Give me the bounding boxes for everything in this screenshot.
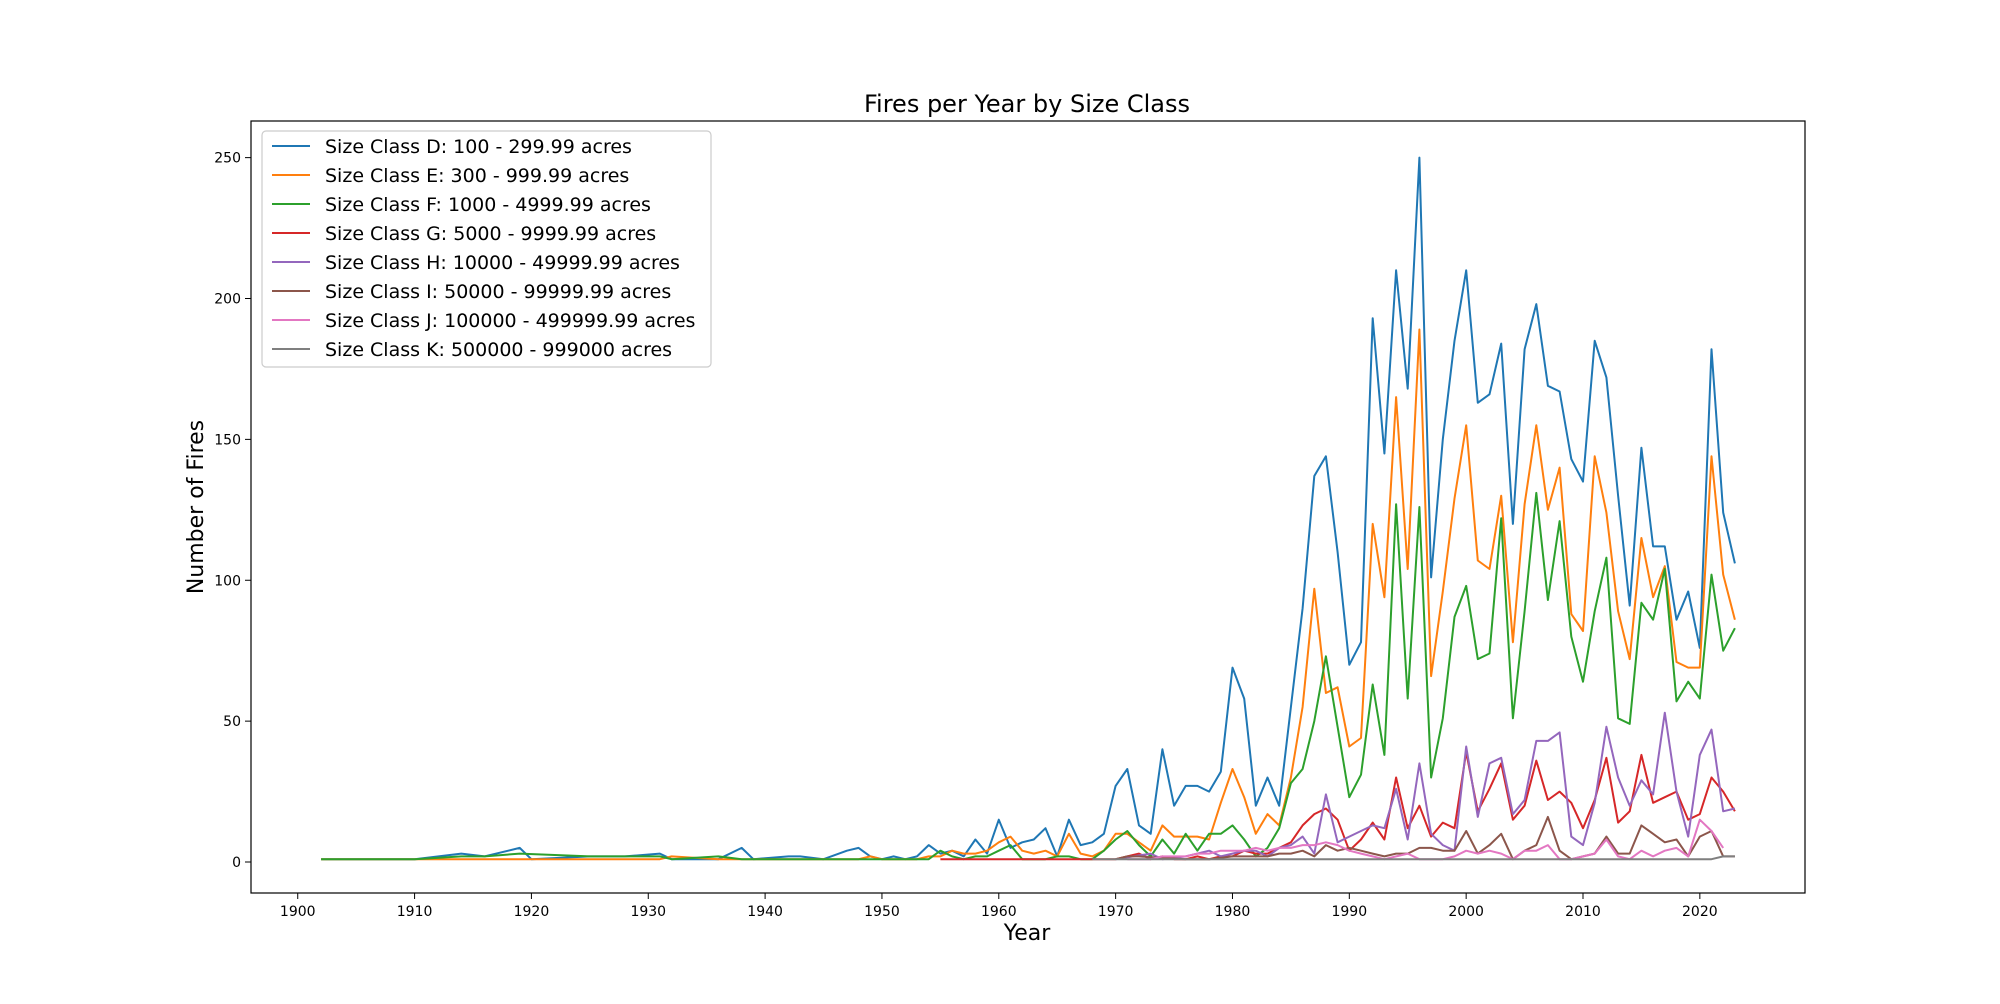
y-tick-label: 200 (214, 292, 241, 308)
chart-title: Fires per Year by Size Class (864, 90, 1190, 118)
x-tick-label: 2000 (1448, 904, 1484, 920)
series-line-size-class-j (1127, 818, 1725, 861)
x-tick-label: 1940 (747, 904, 783, 920)
legend-label: Size Class G: 5000 - 9999.99 acres (325, 223, 656, 245)
legend-label: Size Class D: 100 - 299.99 acres (325, 136, 632, 158)
legend-label: Size Class E: 300 - 999.99 acres (325, 165, 629, 187)
x-tick-label: 2020 (1682, 904, 1718, 920)
y-axis-title: Number of Fires (184, 420, 209, 594)
legend-label: Size Class I: 50000 - 99999.99 acres (325, 281, 671, 303)
series-line-size-class-f (321, 491, 1736, 861)
legend: Size Class D: 100 - 299.99 acres Size Cla… (261, 130, 712, 368)
y-tick-label: 250 (214, 151, 241, 167)
y-tick-label: 50 (223, 714, 241, 730)
series-line-size-class-h (1115, 711, 1736, 861)
x-tick-label: 1960 (981, 904, 1017, 920)
x-axis: 1900 1910 1920 1930 1940 1950 1960 1970 1980 1990… (280, 893, 1718, 920)
legend-label: Size Class H: 10000 - 49999.99 acres (325, 252, 680, 274)
x-tick-label: 1930 (630, 904, 666, 920)
series-lines (321, 156, 1736, 861)
y-axis: 0 50 100 150 200 250 (214, 151, 251, 871)
x-tick-label: 1900 (280, 904, 316, 920)
legend-label: Size Class J: 100000 - 499999.99 acres (325, 310, 695, 332)
legend-box (261, 130, 712, 368)
legend-label: Size Class F: 1000 - 4999.99 acres (325, 194, 651, 216)
legend-label: Size Class K: 500000 - 999000 acres (325, 339, 672, 361)
series-line-size-class-k (1092, 855, 1735, 861)
series-line-size-class-i (1115, 815, 1735, 861)
series-line-size-class-d (321, 156, 1736, 861)
x-tick-label: 2010 (1565, 904, 1601, 920)
y-tick-label: 0 (232, 855, 241, 871)
plot-area-frame (250, 120, 1806, 894)
x-tick-label: 1910 (397, 904, 433, 920)
x-axis-title: Year (1003, 921, 1052, 946)
series-line-size-class-e (321, 328, 1736, 861)
y-tick-label: 100 (214, 573, 241, 589)
x-tick-label: 1980 (1215, 904, 1251, 920)
x-tick-label: 1920 (514, 904, 550, 920)
x-tick-label: 1990 (1331, 904, 1367, 920)
x-tick-label: 1950 (864, 904, 900, 920)
y-tick-label: 150 (214, 432, 241, 448)
x-tick-label: 1970 (1098, 904, 1134, 920)
